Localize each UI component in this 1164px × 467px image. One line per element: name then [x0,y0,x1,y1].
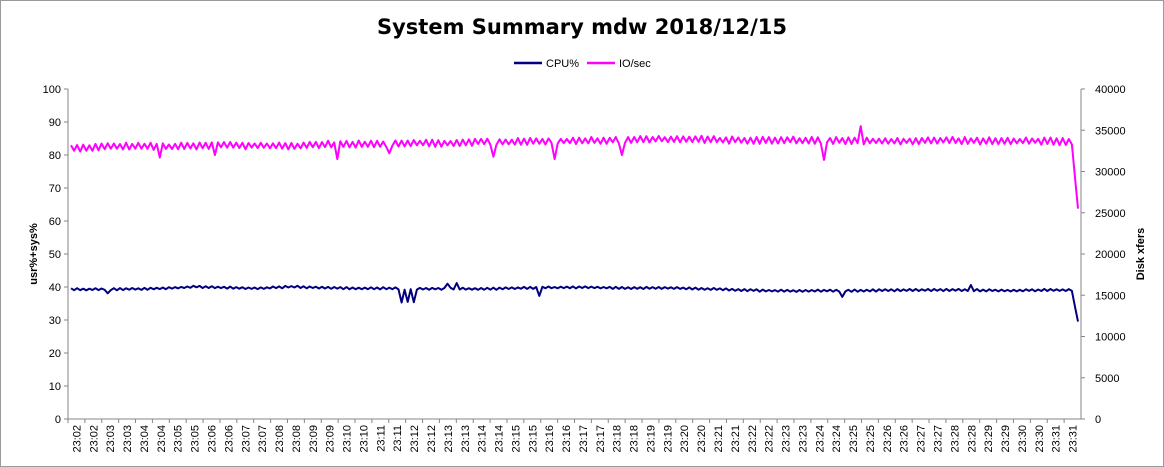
legend-label-cpu: CPU% [546,58,579,70]
x-tick-label: 23:15 [510,425,522,453]
right-tick-label: 40000 [1095,84,1126,96]
x-tick-label: 23:30 [1034,425,1046,453]
x-tick-label: 23:12 [409,425,421,453]
left-tick-label: 50 [49,249,61,261]
x-tick-label: 23:18 [612,425,624,453]
x-tick-label: 23:06 [223,425,235,453]
x-tick-label: 23:30 [1017,425,1029,453]
right-tick-label: 35000 [1095,125,1126,137]
left-tick-label: 80 [49,150,61,162]
x-tick-label: 23:25 [848,425,860,453]
x-tick-label: 23:03 [122,425,134,453]
x-tick-label: 23:13 [460,425,472,453]
series-io-line [70,125,1079,209]
x-tick-label: 23:22 [764,425,776,453]
x-tick-label: 23:17 [578,425,590,453]
x-tick-label: 23:24 [831,425,843,453]
left-tick-label: 60 [49,216,61,228]
x-tick-label: 23:31 [1051,425,1063,453]
x-tick-label: 23:26 [899,425,911,453]
right-tick-label: 15000 [1095,290,1126,302]
x-tick-label: 23:13 [443,425,455,453]
left-tick-label: 10 [49,381,61,393]
x-tick-label: 23:21 [713,425,725,453]
x-tick-label: 23:08 [291,425,303,453]
x-tick-label: 23:08 [274,425,286,453]
x-tick-label: 23:09 [325,425,337,453]
x-tick-label: 23:27 [916,425,928,453]
left-tick-label: 20 [49,348,61,360]
x-tick-label: 23:16 [544,425,556,453]
left-tick-label: 70 [49,183,61,195]
x-tick-label: 23:10 [358,425,370,453]
x-tick-label: 23:05 [190,425,202,453]
cpu-line [70,282,1079,322]
x-tick-label: 23:14 [477,425,489,453]
x-tick-label: 23:10 [342,425,354,453]
x-tick-label: 23:05 [173,425,185,453]
x-tick-label: 23:29 [983,425,995,453]
left-tick-label: 0 [55,414,61,426]
left-axis-title: usr%+sys% [28,223,40,285]
x-tick-label: 23:22 [747,425,759,453]
x-tick-label: 23:03 [105,425,117,453]
x-tick-label: 23:29 [1000,425,1012,453]
x-tick-label: 23:19 [645,425,657,453]
x-tick-label: 23:25 [865,425,877,453]
left-tick-label: 90 [49,117,61,129]
chart-title: System Summary mdw 2018/12/15 [377,15,787,39]
right-axis-title: Disk xfers [1135,228,1147,281]
x-tick-label: 23:11 [375,425,387,452]
x-tick-label: 23:02 [88,425,100,453]
io-line [70,125,1079,209]
x-tick-label: 23:27 [932,425,944,453]
legend: CPU% IO/sec [514,58,651,70]
x-tick-label: 23:07 [240,425,252,453]
x-tick-label: 23:16 [561,425,573,453]
x-tick-label: 23:28 [966,425,978,453]
x-tick-label: 23:31 [1068,425,1080,453]
x-tick-label: 23:24 [814,425,826,453]
x-tick-label: 23:06 [207,425,219,453]
x-tick-label: 23:09 [308,425,320,453]
left-tick-label: 100 [43,84,61,96]
x-tick-label: 23:07 [257,425,269,453]
x-tick-label: 23:28 [949,425,961,453]
x-tick-label: 23:14 [494,425,506,453]
series-cpu-line [70,282,1079,322]
left-tick-label: 40 [49,282,61,294]
x-tick-label: 23:11 [392,425,404,452]
x-tick-label: 23:18 [629,425,641,453]
x-tick-label: 23:20 [696,425,708,453]
x-tick-label: 23:17 [595,425,607,453]
x-tick-label: 23:12 [426,425,438,453]
x-tick-label: 23:21 [730,425,742,453]
x-tick-label: 23:15 [527,425,539,453]
right-tick-label: 30000 [1095,167,1126,179]
x-tick-label: 23:20 [679,425,691,453]
x-tick-label: 23:23 [781,425,793,453]
legend-label-io: IO/sec [619,58,651,70]
right-tick-label: 5000 [1095,373,1119,385]
right-tick-label: 10000 [1095,332,1126,344]
x-tick-label: 23:04 [156,425,168,453]
x-tick-label: 23:23 [797,425,809,453]
x-tick-label: 23:04 [139,425,151,453]
left-tick-label: 30 [49,315,61,327]
right-tick-label: 20000 [1095,249,1126,261]
x-tick-label: 23:19 [662,425,674,453]
axes: 0 10 20 30 40 50 60 70 80 90 100 0 5000 10000 15000 200… [43,84,1126,453]
x-tick-label: 23:26 [882,425,894,453]
x-tick-label: 23:02 [71,425,83,453]
right-tick-label: 25000 [1095,208,1126,220]
right-tick-label: 0 [1095,414,1101,426]
